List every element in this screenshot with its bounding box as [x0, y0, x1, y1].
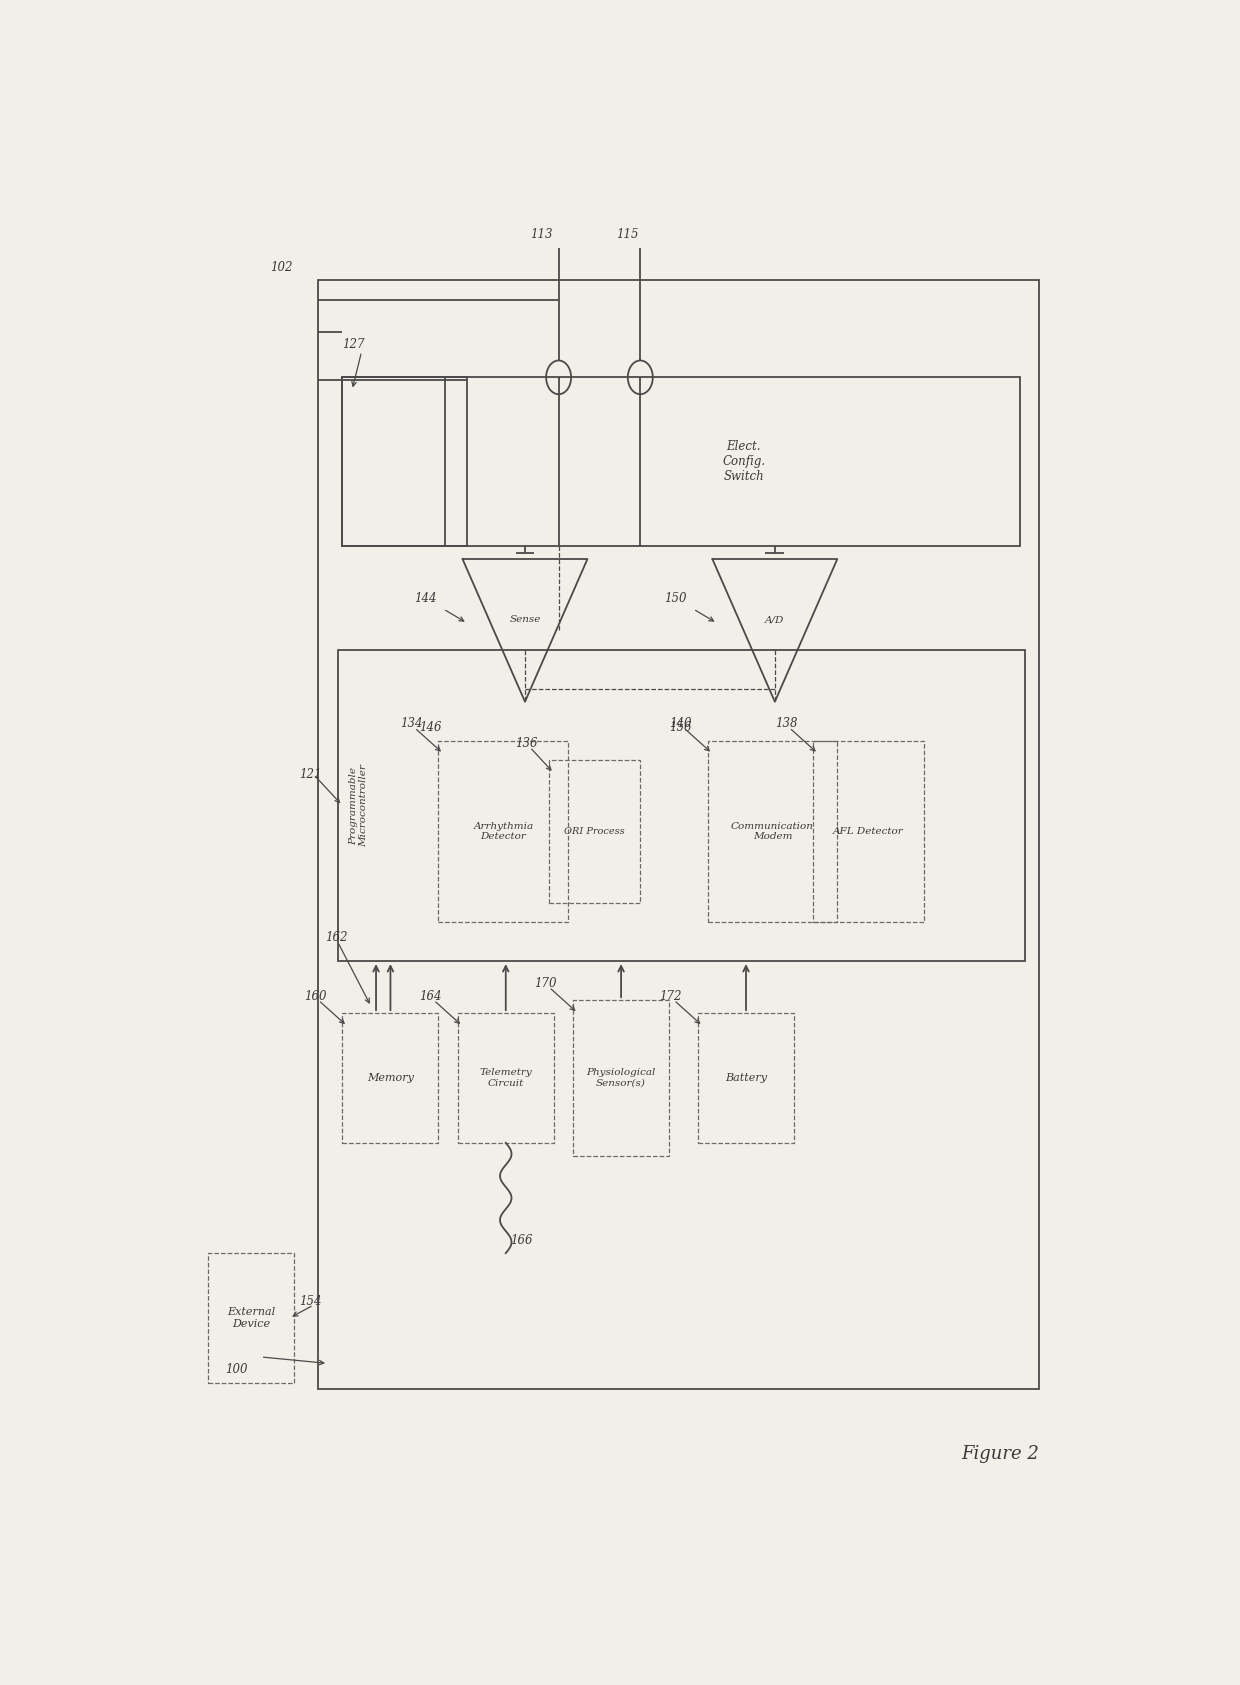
Text: A/D: A/D — [765, 615, 785, 623]
Text: Telemetry
Circuit: Telemetry Circuit — [480, 1068, 532, 1089]
Text: Memory: Memory — [367, 1073, 414, 1083]
Text: 162: 162 — [325, 932, 347, 944]
Bar — [439, 741, 568, 922]
Text: ORI Process: ORI Process — [564, 827, 625, 836]
Text: 164: 164 — [419, 989, 441, 1003]
Text: Arrhythmia
Detector: Arrhythmia Detector — [474, 822, 533, 841]
Text: 172: 172 — [660, 989, 682, 1003]
Text: AFL Detector: AFL Detector — [833, 827, 904, 836]
Bar — [342, 377, 1019, 546]
Text: Elect.
Config.
Switch: Elect. Config. Switch — [722, 440, 765, 484]
Text: 144: 144 — [414, 593, 436, 605]
Text: 113: 113 — [529, 227, 552, 241]
Text: 127: 127 — [342, 339, 365, 352]
Bar — [573, 1001, 670, 1156]
Text: Communication
Modem: Communication Modem — [732, 822, 813, 841]
Text: 156: 156 — [670, 721, 692, 735]
Text: Battery: Battery — [725, 1073, 768, 1083]
Bar — [698, 1013, 794, 1142]
Bar — [458, 1013, 554, 1142]
Text: 154: 154 — [299, 1294, 321, 1308]
Bar — [342, 377, 467, 546]
Text: Programmable
Microcontroller: Programmable Microcontroller — [348, 763, 368, 848]
Text: Figure 2: Figure 2 — [962, 1446, 1039, 1463]
Text: 160: 160 — [304, 989, 326, 1003]
Text: 121: 121 — [299, 768, 321, 780]
Text: 138: 138 — [775, 718, 797, 730]
Text: 136: 136 — [516, 736, 538, 750]
Bar — [337, 650, 1024, 960]
Bar — [708, 741, 837, 922]
Text: 146: 146 — [419, 721, 441, 735]
Text: 166: 166 — [511, 1233, 533, 1247]
Text: 140: 140 — [670, 718, 692, 730]
Text: 134: 134 — [401, 718, 423, 730]
Text: 115: 115 — [616, 227, 639, 241]
Text: 102: 102 — [270, 261, 293, 273]
Bar — [208, 1254, 294, 1383]
Text: External
Device: External Device — [227, 1308, 275, 1329]
Text: Sense: Sense — [510, 615, 541, 623]
Text: 150: 150 — [665, 593, 687, 605]
Bar — [549, 760, 640, 903]
Bar — [813, 741, 924, 922]
Bar — [342, 1013, 439, 1142]
Text: Physiological
Sensor(s): Physiological Sensor(s) — [587, 1068, 656, 1089]
Bar — [319, 280, 1039, 1390]
Text: 170: 170 — [534, 977, 557, 989]
Text: 100: 100 — [226, 1363, 248, 1377]
